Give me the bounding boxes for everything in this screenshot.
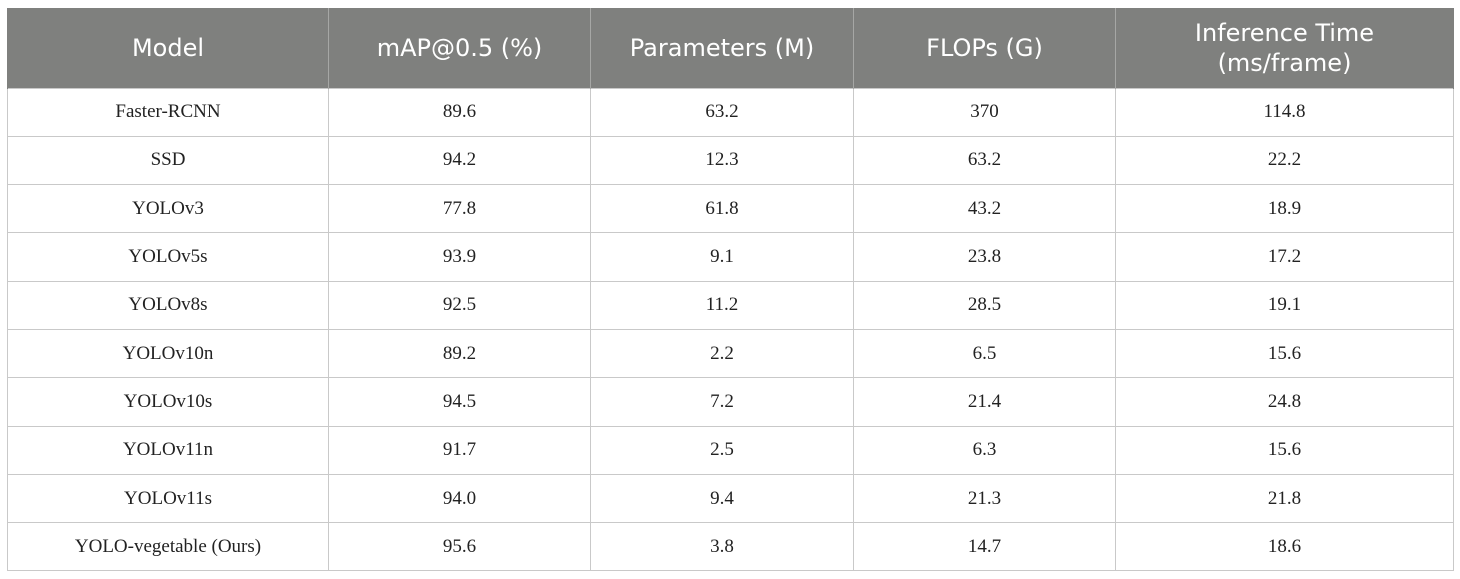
model-cell: YOLOv8s xyxy=(7,280,329,330)
table-row: Faster-RCNN 89.6 63.2 370 114.8 xyxy=(7,87,1454,137)
table-row: YOLOv5s 93.9 9.1 23.8 17.2 xyxy=(7,232,1454,282)
inference-time-cell: 18.6 xyxy=(1115,522,1454,572)
table-row: YOLOv3 77.8 61.8 43.2 18.9 xyxy=(7,184,1454,234)
header-inference-time: Inference Time (ms/frame) xyxy=(1115,8,1454,88)
model-cell: YOLOv11s xyxy=(7,473,329,524)
parameters-cell: 11.2 xyxy=(590,280,854,330)
flops-cell: 21.4 xyxy=(853,377,1116,427)
parameters-cell: 3.8 xyxy=(590,522,854,572)
table-row: YOLOv10s 94.5 7.2 21.4 24.8 xyxy=(7,377,1454,427)
header-text: Model xyxy=(131,33,205,62)
parameters-cell: 9.4 xyxy=(590,473,854,524)
flops-cell: 43.2 xyxy=(853,184,1116,234)
model-cell: YOLO-vegetable (Ours) xyxy=(7,522,329,572)
table-row: YOLOv10n 89.2 2.2 6.5 15.6 xyxy=(7,328,1454,379)
header-model: Model xyxy=(7,8,329,88)
inference-time-cell: 15.6 xyxy=(1115,328,1454,379)
map-cell: 91.7 xyxy=(328,425,591,475)
model-cell: Faster-RCNN xyxy=(7,87,329,137)
flops-cell: 370 xyxy=(853,87,1116,137)
inference-time-cell: 18.9 xyxy=(1115,184,1454,234)
inference-time-cell: 19.1 xyxy=(1115,280,1454,330)
flops-cell: 23.8 xyxy=(853,232,1116,282)
parameters-cell: 2.2 xyxy=(590,328,854,379)
inference-time-cell: 22.2 xyxy=(1115,135,1454,186)
parameters-cell: 2.5 xyxy=(590,425,854,475)
flops-cell: 14.7 xyxy=(853,522,1116,572)
header-row: Model mAP@0.5 (%) Parameters (M) FLOPs (… xyxy=(7,8,1454,88)
header-text: mAP@0.5 (%) xyxy=(376,33,543,62)
model-cell: YOLOv10n xyxy=(7,328,329,379)
header-map: mAP@0.5 (%) xyxy=(328,8,591,88)
flops-cell: 6.5 xyxy=(853,328,1116,379)
model-cell: SSD xyxy=(7,135,329,186)
inference-time-cell: 114.8 xyxy=(1115,87,1454,137)
map-cell: 94.2 xyxy=(328,135,591,186)
header-flops: FLOPs (G) xyxy=(853,8,1116,88)
table-row: YOLO-vegetable (Ours) 95.6 3.8 14.7 18.6 xyxy=(7,522,1454,572)
table-row: YOLOv11s 94.0 9.4 21.3 21.8 xyxy=(7,473,1454,524)
map-cell: 94.5 xyxy=(328,377,591,427)
map-cell: 95.6 xyxy=(328,522,591,572)
map-cell: 89.6 xyxy=(328,87,591,137)
table-header: Model mAP@0.5 (%) Parameters (M) FLOPs (… xyxy=(7,8,1454,88)
parameters-cell: 9.1 xyxy=(590,232,854,282)
map-cell: 94.0 xyxy=(328,473,591,524)
model-cell: YOLOv11n xyxy=(7,425,329,475)
header-text: Inference Time xyxy=(1194,18,1375,47)
header-text: Parameters (M) xyxy=(629,33,815,62)
map-cell: 89.2 xyxy=(328,328,591,379)
model-cell: YOLOv3 xyxy=(7,184,329,234)
parameters-cell: 12.3 xyxy=(590,135,854,186)
flops-cell: 21.3 xyxy=(853,473,1116,524)
header-text-unit: (ms/frame) xyxy=(1217,48,1352,77)
inference-time-cell: 21.8 xyxy=(1115,473,1454,524)
header-parameters: Parameters (M) xyxy=(590,8,854,88)
map-cell: 77.8 xyxy=(328,184,591,234)
flops-cell: 6.3 xyxy=(853,425,1116,475)
model-cell: YOLOv5s xyxy=(7,232,329,282)
parameters-cell: 63.2 xyxy=(590,87,854,137)
map-cell: 93.9 xyxy=(328,232,591,282)
header-text: FLOPs (G) xyxy=(926,33,1043,62)
table-row: YOLOv8s 92.5 11.2 28.5 19.1 xyxy=(7,280,1454,330)
table-body: Faster-RCNN 89.6 63.2 370 114.8 SSD 94.2 12.3 63… xyxy=(7,87,1454,572)
inference-time-cell: 24.8 xyxy=(1115,377,1454,427)
map-cell: 92.5 xyxy=(328,280,591,330)
inference-time-cell: 15.6 xyxy=(1115,425,1454,475)
parameters-cell: 7.2 xyxy=(590,377,854,427)
comparison-table: Model mAP@0.5 (%) Parameters (M) FLOPs (… xyxy=(7,8,1454,572)
flops-cell: 28.5 xyxy=(853,280,1116,330)
inference-time-cell: 17.2 xyxy=(1115,232,1454,282)
model-cell: YOLOv10s xyxy=(7,377,329,427)
table-row: YOLOv11n 91.7 2.5 6.3 15.6 xyxy=(7,425,1454,475)
parameters-cell: 61.8 xyxy=(590,184,854,234)
flops-cell: 63.2 xyxy=(853,135,1116,186)
table-row: SSD 94.2 12.3 63.2 22.2 xyxy=(7,135,1454,186)
